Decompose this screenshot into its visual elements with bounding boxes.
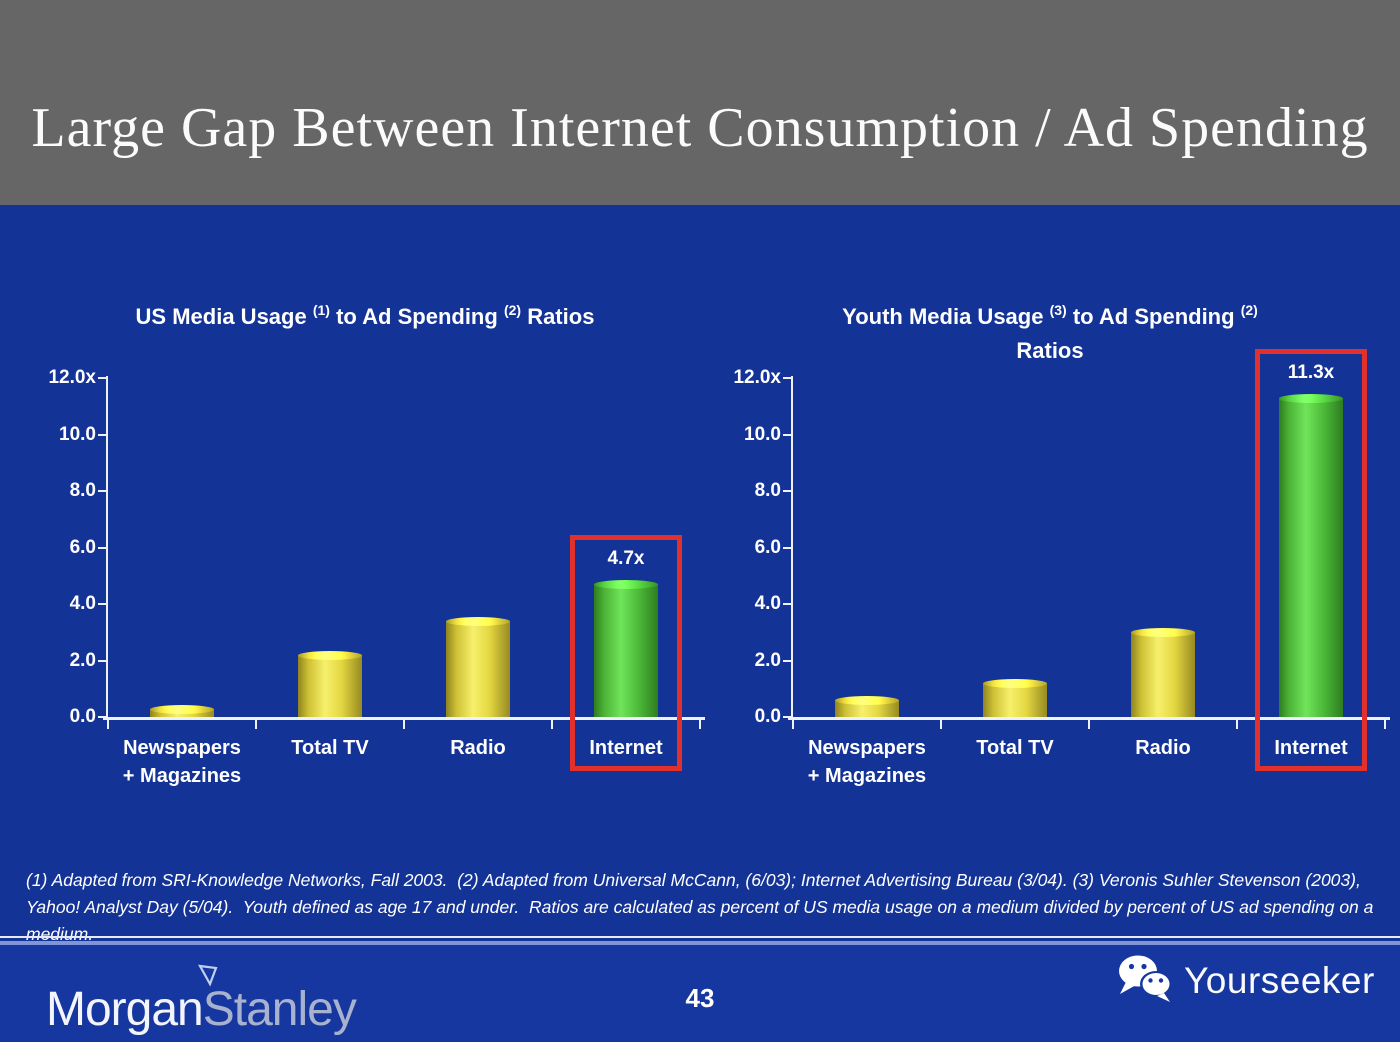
y-axis-label: 12.0x [733, 367, 781, 388]
highlight-box [1255, 349, 1367, 771]
category-label-radio: Radio [1135, 737, 1191, 759]
footer-divider-white [0, 936, 1400, 938]
y-axis-tick [98, 433, 107, 436]
x-axis-line [103, 717, 705, 720]
bar-radio [1131, 632, 1195, 717]
y-axis-label: 12.0x [48, 367, 96, 388]
bar-newspapers-magazines [835, 700, 899, 717]
y-axis-label: 10.0 [744, 423, 781, 445]
category-label-internet: Internet [1274, 737, 1348, 759]
y-axis-label: 4.0 [69, 593, 96, 614]
y-axis-tick [783, 659, 792, 662]
page-number: 43 [685, 983, 715, 1013]
y-axis-tick [98, 716, 107, 718]
bar-internet [1279, 398, 1343, 717]
y-axis-tick [98, 490, 107, 492]
left-chart-title-text: US Media Usage [135, 304, 307, 329]
morgan-stanley-flag-icon [197, 964, 218, 987]
footnote: (1) Adapted from SRI-Knowledge Networks,… [26, 870, 1379, 944]
x-axis-tick [1088, 720, 1090, 729]
x-axis-tick [940, 720, 942, 729]
y-axis-line [106, 376, 108, 720]
category-label-total-tv: Total TV [976, 737, 1054, 759]
y-axis-label: 0.0 [69, 706, 96, 727]
value-label: 4.7x [607, 548, 645, 569]
footnote-ref-2: (2) [503, 302, 522, 318]
x-axis-tick [1236, 720, 1238, 729]
watermark-text: Yourseeker [1184, 960, 1375, 1001]
y-axis-tick [783, 716, 792, 718]
y-axis-tick [98, 546, 107, 549]
x-axis-tick [1384, 720, 1386, 729]
bar-newspapers-magazines [150, 709, 214, 717]
bar-total-tv [983, 683, 1047, 717]
footer-divider-blue [0, 941, 1400, 945]
y-axis-tick [98, 377, 107, 379]
y-axis-label: 2.0 [754, 649, 781, 671]
x-axis-line [788, 717, 1390, 720]
x-axis-tick [699, 720, 701, 729]
right-chart-title-text: Youth Media Usage [842, 304, 1044, 329]
logo-stanley: Stanley [202, 983, 357, 1036]
y-axis-tick [783, 546, 792, 549]
y-axis-label: 0.0 [754, 706, 781, 727]
bar-radio [446, 621, 510, 717]
x-axis-tick [255, 720, 257, 729]
x-axis-tick [107, 720, 109, 729]
left-chart-title-text2: to Ad Spending [336, 304, 498, 329]
y-axis-label: 6.0 [69, 536, 96, 558]
y-axis-tick [783, 603, 792, 605]
slide-title: Large Gap Between Internet Consumption /… [31, 97, 1369, 159]
category-label-internet: Internet [589, 737, 663, 759]
category-label-newspapers-magazines: Newspapers + Magazines [122, 737, 242, 787]
right-chart-title-text2: to Ad Spending [1072, 304, 1235, 329]
x-axis-tick [551, 720, 553, 729]
x-axis-tick [403, 720, 405, 729]
y-axis-label: 10.0 [59, 423, 96, 445]
y-axis-label: 2.0 [69, 649, 96, 671]
highlight-box [570, 535, 682, 771]
right-chart-title-line2: Ratios [1016, 338, 1084, 363]
value-label: 11.3x [1287, 362, 1335, 383]
slide-header: Large Gap Between Internet Consumption /… [0, 0, 1400, 205]
footnote-ref-2b: (2) [1240, 302, 1258, 318]
bar-total-tv [298, 655, 362, 717]
y-axis-line [791, 376, 793, 720]
footnote-ref-3: (3) [1049, 302, 1067, 318]
x-axis-tick [792, 720, 794, 729]
y-axis-tick [783, 490, 792, 492]
footnote-ref-1: (1) [312, 302, 330, 318]
y-axis-tick [98, 603, 107, 605]
y-axis-tick [98, 659, 107, 662]
wechat-icon [1119, 955, 1172, 1002]
category-label-radio: Radio [450, 737, 506, 759]
left-chart-title-text3: Ratios [527, 304, 595, 329]
category-label-newspapers-magazines: Newspapers + Magazines [807, 737, 927, 787]
left-chart-title: US Media Usage (1) to Ad Spending (2) Ra… [60, 293, 670, 334]
bar-internet [594, 584, 658, 717]
y-axis-tick [783, 377, 792, 379]
category-label-total-tv: Total TV [291, 737, 369, 759]
right-chart-title: Youth Media Usage (3) to Ad Spending (2)… [745, 293, 1355, 368]
y-axis-label: 4.0 [754, 593, 781, 614]
y-axis-tick [783, 433, 792, 436]
y-axis-label: 8.0 [754, 480, 781, 501]
y-axis-label: 8.0 [69, 480, 96, 501]
morgan-stanley-logo: MorganStanley [46, 964, 357, 1037]
y-axis-label: 6.0 [754, 536, 781, 558]
logo-morgan: Morgan [46, 983, 204, 1036]
